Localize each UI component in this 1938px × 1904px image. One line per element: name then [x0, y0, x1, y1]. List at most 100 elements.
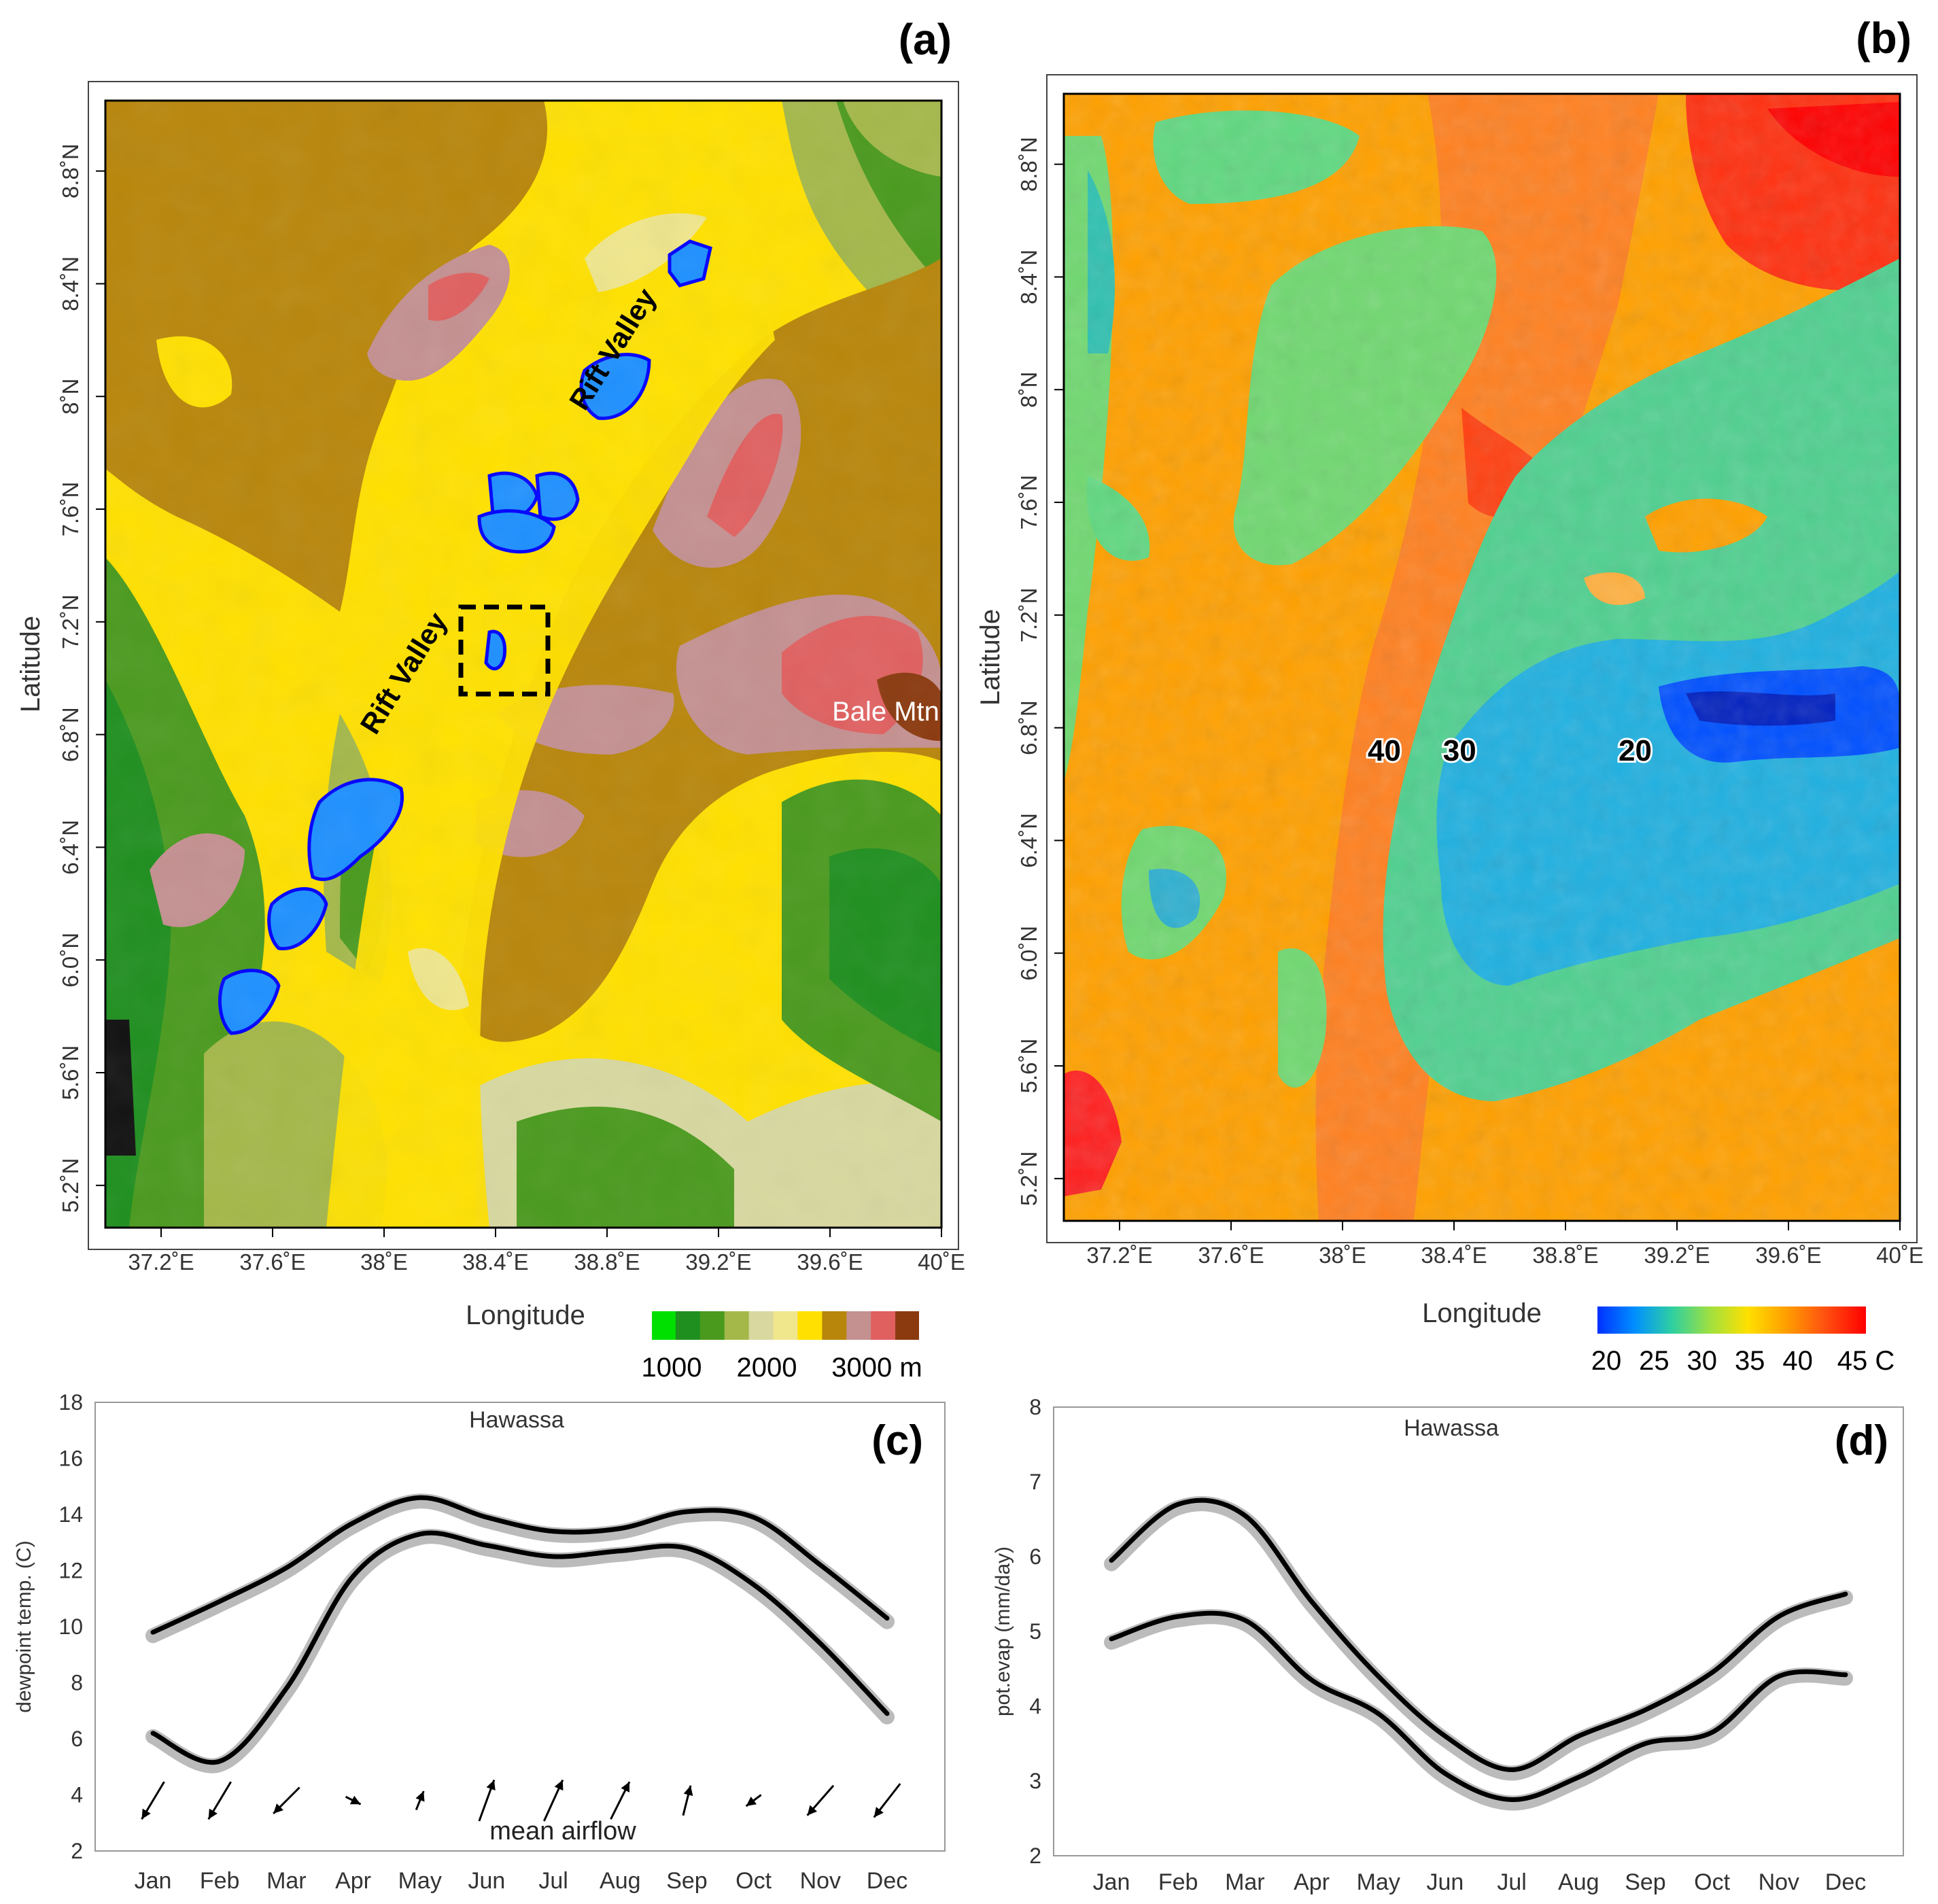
panel-c-xtick-label: Feb: [200, 1868, 240, 1894]
temperature-colorbar: [1597, 1306, 1866, 1334]
airflow-arrow-head: [683, 1785, 693, 1797]
panel-c-xtick-label: Nov: [800, 1868, 841, 1894]
panel-c-xtick-label: May: [398, 1868, 442, 1894]
panel-d-ytick-label: 2: [1029, 1844, 1041, 1868]
panel-d-ytick-label: 6: [1029, 1544, 1041, 1569]
panel-c-frame: [94, 1402, 946, 1852]
elevation-colorbar-swatch: [651, 1311, 676, 1340]
panel-b-ytick-label: 7.6˚N: [1016, 475, 1041, 530]
panel-d-xtick-label: Jun: [1426, 1869, 1464, 1895]
panel-a-xtick-label: 40˚E: [918, 1249, 965, 1275]
airflow-arrow-may: [415, 1790, 425, 1811]
airflow-arrow-head: [746, 1797, 757, 1806]
panel-c-xtick-label: Sep: [666, 1868, 708, 1894]
mean-airflow-label: mean airflow: [489, 1817, 636, 1846]
panel-d-xtick-label: Nov: [1759, 1869, 1799, 1895]
panel-c: Hawassa (c) dewpoint temp. (C) 2 4 6 8 10 12 1…: [13, 1390, 946, 1894]
contour-label: 30: [1443, 734, 1476, 767]
elevation-colorbar-swatch: [675, 1311, 701, 1340]
panel-c-xtick-label: Jun: [468, 1868, 505, 1894]
panel-a: (a): [16, 15, 965, 1383]
contour-label: 40: [1368, 734, 1401, 767]
panel-d-ytick-label: 3: [1029, 1769, 1041, 1793]
panel-c-series-line: [150, 1495, 890, 1635]
elevation-colorbar-swatch: [724, 1311, 750, 1340]
panel-d: Hawassa (d) pot.evap (mm/day) 2 3 4 5 6 7 8 Jan…: [992, 1395, 1904, 1895]
airflow-arrow-head: [349, 1795, 361, 1805]
panel-d-plot: 2 3 4 5 6 7 8 Jan Feb Mar Apr May Jun Jul Aug Sep Oct Nov…: [1029, 1395, 1866, 1895]
elevation-colorbar-swatch: [871, 1311, 896, 1340]
panel-b-ytick-label: 6.0˚N: [1016, 926, 1041, 981]
panel-b-xtick-label: 39.2˚E: [1644, 1243, 1710, 1268]
panel-d-ytick-label: 5: [1029, 1619, 1041, 1644]
panel-a-ytick-label: 7.2˚N: [58, 594, 83, 649]
elevation-colorbar-swatch: [822, 1311, 847, 1340]
panel-c-xtick-label: Oct: [736, 1868, 772, 1894]
panel-d-xtick-label: Feb: [1158, 1869, 1198, 1895]
airflow-arrow-head: [208, 1808, 218, 1820]
airflow-arrow-mar: [273, 1786, 300, 1815]
airflow-arrow-aug: [610, 1781, 631, 1820]
temperature-colorbar-label: 35: [1735, 1346, 1765, 1376]
panel-c-series-ensemble: [145, 1529, 895, 1773]
panel-a-label: (a): [899, 15, 952, 64]
panel-c-ytick-label: 12: [58, 1559, 83, 1583]
panel-b-ytick-label: 8.4˚N: [1016, 249, 1041, 305]
airflow-arrow-feb: [207, 1781, 232, 1820]
temperature-map: [1064, 94, 1900, 1221]
temperature-colorbar-label: 30: [1687, 1346, 1718, 1376]
panel-c-ytick-label: 4: [71, 1783, 83, 1807]
panel-a-ytick-label: 8.4˚N: [58, 256, 83, 311]
temperature-colorbar-label: 45 C: [1837, 1346, 1895, 1376]
panel-b-ytick-label: 5.2˚N: [1016, 1151, 1041, 1206]
airflow-arrow-jun: [478, 1779, 496, 1822]
panel-d-series-ensemble: [1104, 1609, 1853, 1811]
airflow-arrow-head: [807, 1805, 818, 1816]
panel-c-ytick-label: 8: [71, 1671, 83, 1695]
panel-b-ytick-label: 8˚N: [1016, 372, 1041, 408]
panel-d-series-ensemble: [1104, 1496, 1853, 1781]
panel-a-ytick-label: 8˚N: [58, 379, 83, 415]
panel-c-plot: 2 4 6 8 10 12 14 16 18 Jan Feb Mar Apr May Jun Jul Aug Se…: [58, 1390, 907, 1894]
panel-b-xlabel: Longitude: [1422, 1298, 1542, 1328]
panel-c-title: Hawassa: [469, 1407, 564, 1433]
panel-c-xtick-label: Jul: [538, 1868, 568, 1894]
elevation-colorbar-label-1000: 1000: [642, 1353, 702, 1383]
panel-a-xtick-label: 39.6˚E: [797, 1249, 863, 1275]
panel-a-xtick-label: 38˚E: [360, 1249, 408, 1275]
panel-c-series-ensemble: [145, 1493, 895, 1644]
panel-b-xtick-label: 40˚E: [1876, 1243, 1924, 1268]
elevation-colorbar-border: [651, 1310, 920, 1341]
panel-b: (b) 37.2: [975, 14, 1924, 1376]
panel-b-ytick-label: 8.8˚N: [1016, 137, 1041, 192]
panel-d-xtick-label: Aug: [1558, 1869, 1599, 1895]
panel-d-xtick-label: Mar: [1225, 1869, 1265, 1895]
panel-d-ytick-label: 8: [1029, 1395, 1041, 1419]
panel-c-ylabel: dewpoint temp. (C): [13, 1540, 35, 1712]
temperature-colorbar-label: 25: [1639, 1346, 1669, 1376]
panel-a-ytick-label: 8.8˚N: [58, 143, 83, 198]
panel-d-xtick-label: Jul: [1497, 1869, 1526, 1895]
panel-d-ytick-label: 7: [1029, 1470, 1041, 1494]
panel-a-ytick-label: 6.0˚N: [58, 933, 83, 988]
panel-a-ytick-label: 5.6˚N: [58, 1045, 83, 1101]
elevation-colorbar-label-3000: 3000 m: [831, 1353, 922, 1383]
airflow-arrow-head: [554, 1780, 564, 1791]
elevation-colorbar: [651, 1310, 920, 1341]
panel-b-ytick-label: 5.6˚N: [1016, 1039, 1041, 1094]
panel-d-xtick-label: Sep: [1625, 1869, 1666, 1895]
panel-b-axes: 37.2˚E 37.6˚E 38˚E 38.4˚E 38.8˚E 39.2˚E 39.6˚E…: [1016, 137, 1924, 1268]
airflow-arrow-head: [273, 1803, 283, 1814]
panel-d-xtick-label: Apr: [1294, 1869, 1330, 1895]
panel-d-xtick-label: Dec: [1825, 1869, 1866, 1895]
panel-c-xtick-label: Dec: [867, 1868, 907, 1894]
panel-c-ytick-label: 16: [58, 1447, 83, 1471]
panel-d-series-line: [1109, 1498, 1848, 1773]
panel-a-ylabel: Latitude: [16, 616, 46, 712]
panel-a-axes: 37.2˚E 37.6˚E 38˚E 38.4˚E 38.8˚E 39.2˚E 39.6˚E…: [58, 143, 965, 1275]
panel-d-ylabel: pot.evap (mm/day): [992, 1546, 1014, 1716]
panel-a-ytick-label: 5.2˚N: [58, 1158, 83, 1213]
airflow-arrow-head: [873, 1807, 884, 1818]
panel-a-xlabel: Longitude: [466, 1300, 585, 1330]
